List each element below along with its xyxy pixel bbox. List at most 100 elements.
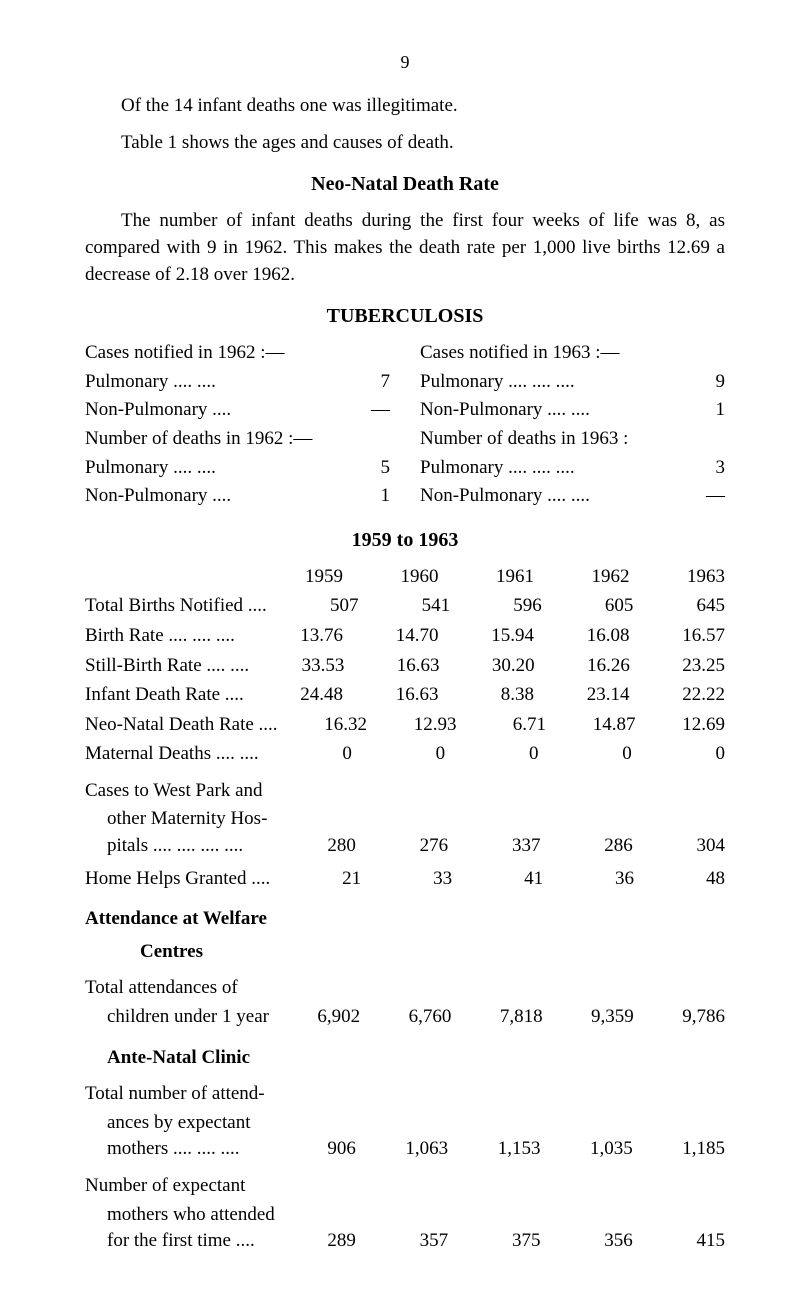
- neo-natal-heading: Neo-Natal Death Rate: [85, 170, 725, 198]
- stats-cell-5-3: 0: [538, 741, 631, 768]
- tb-left-deaths-non-pulmonary-label: Non-Pulmonary ....: [85, 483, 350, 510]
- tb-right-non-pulmonary-label: Non-Pulmonary .... ....: [420, 397, 685, 424]
- tb-right-pulmonary: Pulmonary .... .... .... 9: [420, 369, 725, 396]
- tb-right-column: Cases notified in 1963 :— Pulmonary ....…: [420, 340, 725, 512]
- stats-cell-3-0: 24.48: [248, 682, 344, 709]
- welfare-total-0: 6,902: [269, 1004, 360, 1031]
- ante-natal-number-line1: Number of expectant: [85, 1173, 725, 1200]
- stats-cell-0-3: 605: [542, 593, 634, 620]
- cases-west-park-line3: pitals .... .... .... ....: [85, 833, 264, 860]
- cases-west-park-line2: other Maternity Hos-: [85, 806, 725, 833]
- stats-label-0: Total Births Notified ....: [85, 593, 267, 620]
- ante-natal-number-line2: mothers who attended: [85, 1202, 725, 1229]
- ante-natal-total-line2: ances by expectant: [85, 1110, 725, 1137]
- stats-row-5: Maternal Deaths .... .... 0 0 0 0 0: [85, 741, 725, 768]
- stats-cell-2-4: 23.25: [630, 653, 725, 680]
- stats-cell-5-1: 0: [352, 741, 445, 768]
- stats-cell-0-0: 507: [267, 593, 359, 620]
- stats-table: 1959 1960 1961 1962 1963 Total Births No…: [85, 564, 725, 1255]
- stats-year-3: 1962: [534, 564, 630, 591]
- tb-left-pulmonary-label: Pulmonary .... ....: [85, 369, 350, 396]
- stats-cell-3-3: 23.14: [534, 682, 630, 709]
- stats-cell-0-4: 645: [633, 593, 725, 620]
- tuberculosis-heading: TUBERCULOSIS: [85, 302, 725, 330]
- home-helps-label: Home Helps Granted ....: [85, 866, 270, 893]
- stats-cell-0-2: 596: [450, 593, 542, 620]
- welfare-total-1: 6,760: [360, 1004, 451, 1031]
- ante-natal-total-row: mothers .... .... .... 906 1,063 1,153 1…: [85, 1136, 725, 1163]
- stats-row-2: Still-Birth Rate .... .... 33.53 16.63 3…: [85, 653, 725, 680]
- stats-cell-1-1: 14.70: [343, 623, 439, 650]
- tb-left-deaths-title-text: Number of deaths in 1962 :—: [85, 426, 312, 453]
- intro-line2: Table 1 shows the ages and causes of dea…: [85, 130, 725, 157]
- welfare-total-3: 9,359: [543, 1004, 634, 1031]
- stats-cell-2-0: 33.53: [249, 653, 344, 680]
- neo-natal-paragraph: The number of infant deaths during the f…: [85, 208, 725, 288]
- stats-year-4: 1963: [630, 564, 726, 591]
- stats-label-1: Birth Rate .... .... ....: [85, 623, 248, 650]
- stats-cell-2-3: 16.26: [535, 653, 630, 680]
- stats-row-3: Infant Death Rate .... 24.48 16.63 8.38 …: [85, 682, 725, 709]
- tb-right-non-pulmonary: Non-Pulmonary .... .... 1: [420, 397, 725, 424]
- tb-right-deaths-non-pulmonary: Non-Pulmonary .... .... —: [420, 483, 725, 510]
- ante-natal-total-2: 1,153: [448, 1136, 540, 1163]
- tb-left-non-pulmonary: Non-Pulmonary .... —: [85, 397, 390, 424]
- cases-west-park-0: 280: [264, 833, 356, 860]
- home-helps-0: 21: [270, 866, 361, 893]
- stats-label-3: Infant Death Rate ....: [85, 682, 248, 709]
- ante-natal-total-3: 1,035: [540, 1136, 632, 1163]
- home-helps-3: 36: [543, 866, 634, 893]
- stats-cell-1-2: 15.94: [439, 623, 535, 650]
- stats-cell-3-2: 8.38: [439, 682, 535, 709]
- stats-cell-1-3: 16.08: [534, 623, 630, 650]
- tb-right-pulmonary-value: 9: [685, 369, 725, 396]
- stats-row-0: Total Births Notified .... 507 541 596 6…: [85, 593, 725, 620]
- welfare-heading2: Centres: [85, 939, 725, 966]
- stats-cell-1-0: 13.76: [248, 623, 344, 650]
- tb-right-deaths-title-text: Number of deaths in 1963 :: [420, 426, 628, 453]
- ante-natal-number-0: 289: [264, 1228, 356, 1255]
- stats-row-1: Birth Rate .... .... .... 13.76 14.70 15…: [85, 623, 725, 650]
- stats-label-4: Neo-Natal Death Rate ....: [85, 712, 278, 739]
- welfare-total-line1: Total attendances of: [85, 975, 725, 1002]
- tb-left-pulmonary-value: 7: [350, 369, 390, 396]
- stats-header-row: 1959 1960 1961 1962 1963: [85, 564, 725, 591]
- welfare-heading: Attendance at Welfare: [85, 906, 725, 933]
- welfare-total-2: 7,818: [451, 1004, 542, 1031]
- stats-row-4: Neo-Natal Death Rate .... 16.32 12.93 6.…: [85, 712, 725, 739]
- page-number: 9: [85, 50, 725, 75]
- ante-natal-total-line3: mothers .... .... ....: [85, 1136, 264, 1163]
- tb-left-deaths-non-pulmonary: Non-Pulmonary .... 1: [85, 483, 390, 510]
- stats-cell-5-2: 0: [445, 741, 538, 768]
- tb-left-title: Cases notified in 1962 :—: [85, 340, 390, 367]
- welfare-total-line2: children under 1 year: [85, 1004, 269, 1031]
- tb-left-pulmonary: Pulmonary .... .... 7: [85, 369, 390, 396]
- ante-natal-total-line1: Total number of attend-: [85, 1081, 725, 1108]
- home-helps-1: 33: [361, 866, 452, 893]
- tb-right-deaths-pulmonary: Pulmonary .... .... .... 3: [420, 455, 725, 482]
- stats-cell-3-1: 16.63: [343, 682, 439, 709]
- tb-right-deaths-non-pulmonary-value: —: [685, 483, 725, 510]
- tb-left-deaths-title: Number of deaths in 1962 :—: [85, 426, 390, 453]
- home-helps-4: 48: [634, 866, 725, 893]
- tb-left-non-pulmonary-value: —: [350, 397, 390, 424]
- tb-right-deaths-title: Number of deaths in 1963 :: [420, 426, 725, 453]
- ante-natal-total-4: 1,185: [633, 1136, 725, 1163]
- tb-right-title: Cases notified in 1963 :—: [420, 340, 725, 367]
- ante-natal-number-1: 357: [356, 1228, 448, 1255]
- home-helps-2: 41: [452, 866, 543, 893]
- stats-cell-4-0: 16.32: [278, 712, 367, 739]
- stats-cell-2-2: 30.20: [439, 653, 534, 680]
- cases-west-park-3: 286: [540, 833, 632, 860]
- tb-right-pulmonary-label: Pulmonary .... .... ....: [420, 369, 685, 396]
- ante-natal-heading: Ante-Natal Clinic: [85, 1045, 725, 1072]
- stats-year-0: 1959: [248, 564, 344, 591]
- ante-natal-number-3: 356: [540, 1228, 632, 1255]
- cases-west-park-1: 276: [356, 833, 448, 860]
- welfare-total-4: 9,786: [634, 1004, 725, 1031]
- stats-cell-4-2: 6.71: [457, 712, 546, 739]
- stats-heading: 1959 to 1963: [85, 526, 725, 554]
- ante-natal-number-line3: for the first time ....: [85, 1228, 264, 1255]
- cases-west-park-4: 304: [633, 833, 725, 860]
- tb-right-title-text: Cases notified in 1963 :—: [420, 340, 619, 367]
